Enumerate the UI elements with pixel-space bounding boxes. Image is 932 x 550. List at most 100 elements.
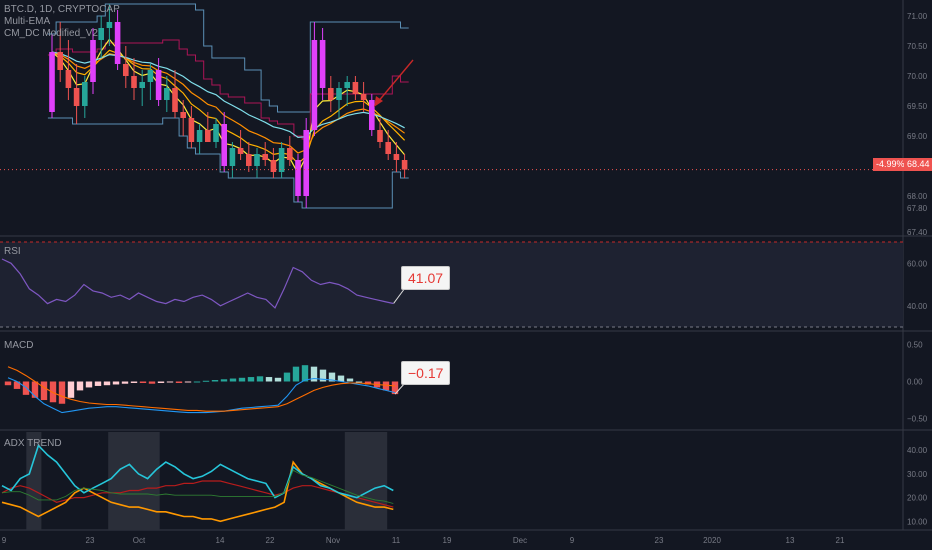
x-tick-label-9: 9	[570, 536, 575, 545]
ema-line-13	[51, 51, 405, 154]
x-tick-label-10: 23	[655, 536, 664, 545]
candle-body	[254, 154, 260, 166]
macd-tick-2: −0.50	[907, 415, 928, 424]
candle-body	[213, 124, 219, 142]
last-price-tag: 68.44	[904, 158, 932, 171]
macd-histogram-bar	[121, 381, 129, 384]
candle-body	[303, 130, 309, 196]
adx-shaded-range-1	[108, 432, 160, 530]
main-price-tick-7: 67.80	[907, 204, 928, 213]
macd-histogram-bar	[4, 381, 12, 386]
ema-line-8	[51, 49, 406, 165]
macd-histogram-bar	[238, 377, 246, 382]
candle-body	[262, 154, 268, 160]
macd-histogram-bar	[328, 372, 336, 382]
candle-body	[246, 154, 252, 166]
adx-pane-label: ADX TREND	[4, 438, 62, 449]
candle-body	[221, 124, 227, 166]
candle-body	[229, 148, 236, 166]
macd-histogram-bar	[274, 377, 282, 382]
candle-body	[369, 100, 375, 130]
macd-histogram-bar	[193, 381, 201, 383]
x-tick-label-1: 23	[86, 536, 95, 545]
annotation-arrow-head	[374, 96, 383, 107]
macd-histogram-bar	[85, 381, 93, 388]
x-tick-label-0: 9	[2, 536, 7, 545]
macd-histogram-bar	[220, 379, 228, 382]
macd-histogram-bar	[319, 369, 327, 382]
annotation-arrow-shaft	[376, 59, 414, 104]
macd-histogram-bar	[346, 378, 354, 382]
macd-histogram-bar	[148, 381, 156, 384]
macd-histogram-bar	[256, 376, 264, 382]
macd-pane-label: MACD	[4, 340, 34, 351]
candle-body	[336, 88, 342, 100]
x-tick-label-5: Nov	[326, 536, 340, 545]
rsi-pane-label: RSI	[4, 246, 21, 257]
macd-signal-line	[7, 366, 396, 412]
change-pct-tag: -4.99%	[873, 158, 908, 171]
adx-tick-3: 10.00	[907, 517, 928, 526]
macd-histogram-bar	[355, 381, 363, 383]
macd-histogram-bar	[382, 381, 390, 391]
macd-histogram-bar	[13, 381, 21, 389]
macd-histogram-bar	[283, 372, 291, 382]
candle-body	[188, 118, 195, 142]
x-tick-label-4: 22	[266, 536, 275, 545]
rsi-value-callout: 41.07	[401, 266, 451, 290]
candle-body	[270, 160, 277, 172]
candle-body	[98, 28, 104, 40]
adx-shaded-range-2	[344, 432, 388, 530]
x-tick-label-12: 13	[786, 536, 795, 545]
adx-tick-1: 30.00	[907, 470, 928, 479]
macd-line	[7, 377, 396, 414]
macd-tick-1: 0.00	[907, 378, 923, 387]
macd-histogram-bar	[247, 377, 255, 382]
rsi-legend: RSI	[4, 246, 21, 258]
macd-legend: MACD	[4, 340, 33, 352]
candle-body	[328, 88, 334, 100]
macd-histogram-bar	[292, 366, 300, 382]
rsi-tick-1: 40.00	[907, 302, 928, 311]
adx-tick-2: 20.00	[907, 494, 928, 503]
x-tick-label-7: 19	[443, 536, 452, 545]
candle-body	[237, 148, 244, 154]
adx-di-minus-line	[1, 480, 394, 508]
candle-body	[73, 88, 80, 106]
candle-body	[360, 94, 367, 100]
macd-histogram-bar	[103, 381, 111, 386]
candle-body	[295, 160, 301, 196]
macd-histogram-bar	[175, 381, 183, 383]
macd-histogram-bar	[94, 381, 102, 386]
candle-body	[385, 142, 391, 154]
candle-body	[180, 112, 186, 118]
candle-body	[287, 148, 293, 160]
candle-body	[319, 40, 326, 88]
macd-histogram-bar	[40, 381, 48, 401]
donchian-upper-line	[47, 3, 409, 113]
main-price-tick-1: 70.50	[907, 42, 928, 51]
macd-histogram-bar	[67, 381, 75, 398]
macd-value-callout: −0.17	[401, 361, 451, 385]
candle-body	[377, 130, 383, 142]
candle-body	[172, 88, 178, 112]
main-price-tick-0: 71.00	[907, 12, 928, 21]
candle-body	[352, 82, 359, 94]
ema-line-4	[51, 38, 406, 175]
macd-histogram-bar	[391, 381, 399, 395]
candle-body	[106, 22, 113, 28]
macd-histogram-bar	[31, 381, 39, 398]
x-tick-label-8: Dec	[513, 536, 527, 545]
x-tick-label-11: 2020	[703, 536, 721, 545]
macd-histogram-bar	[58, 381, 66, 404]
macd-histogram-bar	[22, 381, 30, 395]
candle-body	[164, 88, 170, 100]
adx-legend: ADX TREND	[4, 438, 62, 450]
macd-histogram-bar	[76, 381, 84, 391]
rsi-line	[1, 258, 394, 309]
ema-label: Multi-EMA	[4, 16, 51, 27]
macd-histogram-bar	[166, 381, 174, 383]
main-price-tick-2: 70.00	[907, 72, 928, 81]
candle-body	[155, 70, 162, 100]
